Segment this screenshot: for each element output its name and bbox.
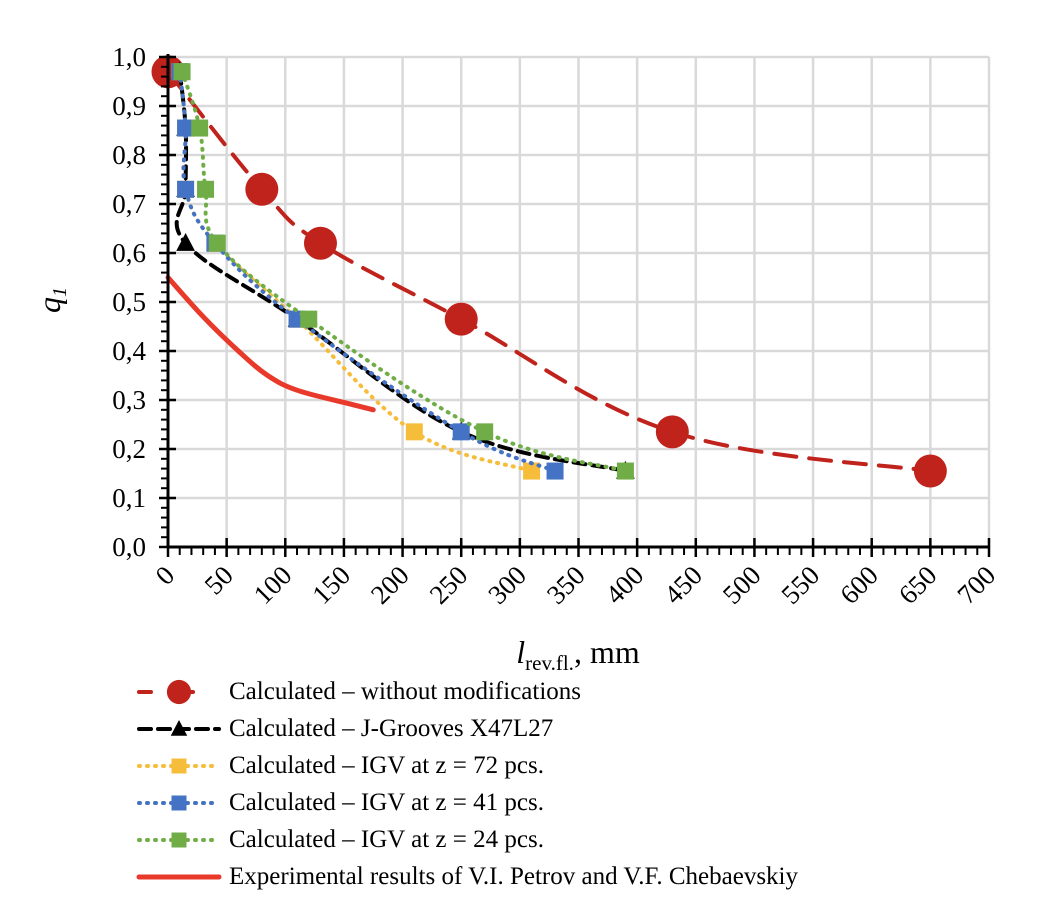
y-tick-label: 0,0 bbox=[112, 532, 146, 562]
marker-triangle bbox=[176, 233, 195, 251]
line-chart: 0,0 0,1 0,2 0,3 0,4 0,5 0,6 0,7 0,8 0,9 1,0 0 50 100 1… bbox=[31, 42, 1001, 670]
legend-swatch bbox=[137, 679, 221, 704]
series-line bbox=[177, 69, 558, 474]
legend-item: Calculated – without modifications bbox=[135, 673, 798, 710]
y-tick-label: 0,4 bbox=[112, 336, 146, 366]
series-line bbox=[166, 69, 933, 474]
marker-square bbox=[208, 234, 226, 252]
marker-circle bbox=[245, 172, 279, 206]
y-tick-label: 0,9 bbox=[112, 91, 146, 121]
series-layer bbox=[151, 55, 947, 488]
x-tick-label: 600 bbox=[834, 560, 884, 610]
legend-item: Calculated – IGV at z = 72 pcs. bbox=[135, 747, 798, 784]
legend-label: Calculated – J-Grooves X47L27 bbox=[229, 714, 554, 742]
marker-square bbox=[171, 758, 187, 773]
marker-square bbox=[452, 423, 470, 441]
x-tick-label: 500 bbox=[717, 560, 767, 610]
marker-circle bbox=[303, 226, 337, 260]
legend-swatch bbox=[137, 719, 221, 736]
x-tick-label: 100 bbox=[248, 560, 298, 610]
x-tick-label: 650 bbox=[893, 560, 943, 610]
y-tick-label: 0,7 bbox=[112, 189, 146, 219]
legend-label: Experimental results of V.I. Petrov and … bbox=[229, 862, 799, 890]
y-tick-label: 0,8 bbox=[112, 140, 146, 170]
y-axis-title: q1 bbox=[31, 287, 71, 313]
y-tick-label: 0,2 bbox=[112, 434, 146, 464]
x-axis-title: lrev.fl., mm bbox=[516, 634, 640, 670]
legend-item: Experimental results of V.I. Petrov and … bbox=[135, 858, 798, 895]
legend-label: Calculated – IGV at z = 72 pcs. bbox=[229, 751, 544, 779]
marker-square bbox=[476, 423, 494, 441]
legend-swatch bbox=[136, 874, 222, 879]
x-tick-label: 150 bbox=[306, 560, 356, 610]
legend: Calculated – without modifications Calcul… bbox=[135, 673, 798, 895]
y-tick-label: 0,6 bbox=[112, 238, 146, 268]
y-tick-label: 0,3 bbox=[112, 385, 146, 415]
tick-labels: 0,0 0,1 0,2 0,3 0,4 0,5 0,6 0,7 0,8 0,9 1,0 0 50 100 1… bbox=[112, 42, 1001, 610]
y-tick-label: 0,5 bbox=[112, 287, 146, 317]
x-tick-label: 0 bbox=[149, 560, 180, 591]
x-tick-label: 550 bbox=[775, 560, 825, 610]
x-tick-label: 200 bbox=[365, 560, 415, 610]
marker-triangle bbox=[170, 719, 188, 736]
marker-square bbox=[616, 462, 634, 480]
y-tick-label: 1,0 bbox=[112, 42, 146, 72]
marker-circle bbox=[913, 454, 947, 488]
marker-square bbox=[197, 180, 215, 198]
x-tick-label: 700 bbox=[951, 560, 1001, 610]
marker-square bbox=[171, 795, 187, 810]
marker-square bbox=[177, 119, 195, 137]
marker-square bbox=[300, 310, 318, 328]
marker-square bbox=[405, 423, 423, 441]
marker-circle bbox=[655, 415, 689, 449]
series-line bbox=[180, 69, 628, 474]
marker-square bbox=[546, 462, 564, 480]
legend-item: Calculated – IGV at z = 24 pcs. bbox=[135, 821, 798, 858]
marker-circle bbox=[166, 679, 192, 704]
legend-swatch bbox=[137, 832, 221, 847]
legend-label: Calculated – without modifications bbox=[229, 677, 582, 705]
legend-swatch bbox=[137, 795, 221, 810]
series-line bbox=[174, 69, 628, 474]
x-tick-label: 400 bbox=[600, 560, 650, 610]
series-line bbox=[165, 275, 376, 413]
series-line bbox=[177, 69, 534, 474]
series-0 bbox=[151, 55, 947, 488]
x-tick-label: 350 bbox=[541, 560, 591, 610]
legend-label: Calculated – IGV at z = 41 pcs. bbox=[229, 788, 544, 816]
marker-square bbox=[173, 63, 191, 81]
x-tick-label: 250 bbox=[424, 560, 474, 610]
marker-square bbox=[191, 119, 209, 137]
x-tick-label: 300 bbox=[482, 560, 532, 610]
legend-swatch bbox=[137, 758, 221, 773]
series-5 bbox=[165, 275, 376, 413]
marker-square bbox=[177, 180, 195, 198]
legend-item: Calculated – IGV at z = 41 pcs. bbox=[135, 784, 798, 821]
x-tick-label: 50 bbox=[199, 560, 239, 600]
marker-square bbox=[171, 832, 187, 847]
x-tick-label: 450 bbox=[658, 560, 708, 610]
marker-circle bbox=[444, 302, 478, 336]
legend-label: Calculated – IGV at z = 24 pcs. bbox=[229, 825, 544, 853]
y-tick-label: 0,1 bbox=[112, 483, 146, 513]
marker-square bbox=[523, 462, 541, 480]
series-4 bbox=[173, 63, 634, 480]
axes bbox=[159, 54, 991, 557]
legend-item: Calculated – J-Grooves X47L27 bbox=[135, 710, 798, 747]
grid bbox=[168, 55, 991, 547]
